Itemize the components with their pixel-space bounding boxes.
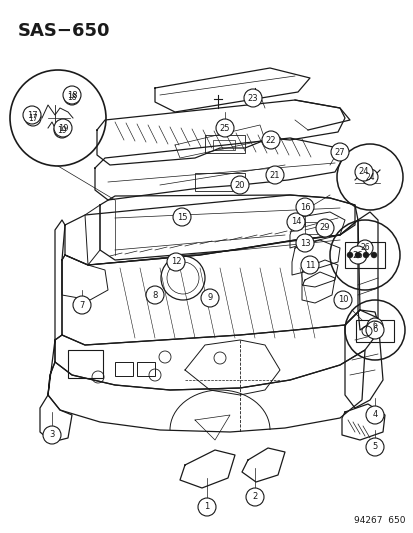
Circle shape xyxy=(333,291,351,309)
Bar xyxy=(355,320,393,342)
Circle shape xyxy=(54,119,72,137)
Circle shape xyxy=(43,426,61,444)
Text: 9: 9 xyxy=(207,294,212,303)
Bar xyxy=(68,350,103,378)
Circle shape xyxy=(245,488,263,506)
Circle shape xyxy=(54,122,70,138)
Text: 5: 5 xyxy=(371,442,377,451)
Circle shape xyxy=(166,253,185,271)
Circle shape xyxy=(146,286,164,304)
Polygon shape xyxy=(344,310,382,408)
Polygon shape xyxy=(100,195,354,260)
Circle shape xyxy=(216,119,233,137)
Text: 19: 19 xyxy=(57,124,68,133)
Text: 18: 18 xyxy=(66,91,77,100)
Circle shape xyxy=(295,234,313,252)
Text: 6: 6 xyxy=(371,326,377,335)
Text: 6: 6 xyxy=(372,321,377,330)
Bar xyxy=(115,362,133,376)
Text: 27: 27 xyxy=(334,148,344,157)
Text: SAS−650: SAS−650 xyxy=(18,22,110,40)
Text: 22: 22 xyxy=(265,135,275,144)
Bar xyxy=(344,242,384,268)
Polygon shape xyxy=(40,395,72,442)
Circle shape xyxy=(230,176,248,194)
Text: 15: 15 xyxy=(176,213,187,222)
Circle shape xyxy=(330,143,348,161)
Circle shape xyxy=(286,213,304,231)
Circle shape xyxy=(365,438,383,456)
Text: 29: 29 xyxy=(319,223,330,232)
Circle shape xyxy=(63,86,81,104)
Circle shape xyxy=(266,166,283,184)
Polygon shape xyxy=(55,310,379,390)
Text: 23: 23 xyxy=(247,93,258,102)
Text: 14: 14 xyxy=(290,217,301,227)
Text: 17: 17 xyxy=(28,114,38,123)
Bar xyxy=(195,173,244,191)
Text: 25: 25 xyxy=(219,124,230,133)
Circle shape xyxy=(365,406,383,424)
Circle shape xyxy=(354,252,360,258)
Circle shape xyxy=(25,110,41,126)
Text: 12: 12 xyxy=(170,257,181,266)
Circle shape xyxy=(361,169,377,185)
Circle shape xyxy=(64,89,80,105)
Circle shape xyxy=(261,131,279,149)
Circle shape xyxy=(365,321,383,339)
Circle shape xyxy=(370,252,376,258)
Circle shape xyxy=(300,256,318,274)
Circle shape xyxy=(201,289,218,307)
Bar xyxy=(137,362,154,376)
Circle shape xyxy=(197,498,216,516)
Text: 4: 4 xyxy=(371,410,377,419)
Circle shape xyxy=(73,296,91,314)
Polygon shape xyxy=(55,220,65,340)
Text: 1: 1 xyxy=(204,503,209,512)
Text: 10: 10 xyxy=(337,295,347,304)
Polygon shape xyxy=(85,205,100,265)
Circle shape xyxy=(354,163,372,181)
Circle shape xyxy=(315,219,333,237)
Bar xyxy=(204,135,244,153)
Circle shape xyxy=(243,89,261,107)
Text: 13: 13 xyxy=(299,238,310,247)
Circle shape xyxy=(366,318,382,334)
Circle shape xyxy=(346,252,352,258)
Text: 21: 21 xyxy=(269,171,280,180)
Circle shape xyxy=(362,252,368,258)
Text: 24: 24 xyxy=(358,167,368,176)
Circle shape xyxy=(348,246,366,264)
Text: 26: 26 xyxy=(359,244,369,253)
Text: 94267  650: 94267 650 xyxy=(354,516,405,525)
Circle shape xyxy=(356,240,372,256)
Circle shape xyxy=(173,208,190,226)
Polygon shape xyxy=(62,220,359,345)
Circle shape xyxy=(295,198,313,216)
Text: 20: 20 xyxy=(234,181,244,190)
Text: 17: 17 xyxy=(26,110,37,119)
Text: 2: 2 xyxy=(252,492,257,502)
Bar xyxy=(212,140,235,150)
Polygon shape xyxy=(48,350,364,432)
Text: 16: 16 xyxy=(299,203,310,212)
Circle shape xyxy=(23,106,41,124)
Text: 26: 26 xyxy=(352,251,363,260)
Polygon shape xyxy=(341,404,384,440)
Text: 19: 19 xyxy=(57,125,66,134)
Text: 24: 24 xyxy=(364,173,374,182)
Text: 11: 11 xyxy=(304,261,314,270)
Text: 7: 7 xyxy=(79,301,85,310)
Text: 3: 3 xyxy=(49,431,55,440)
Bar xyxy=(304,222,329,234)
Text: 8: 8 xyxy=(152,290,157,300)
Polygon shape xyxy=(357,212,377,330)
Text: 18: 18 xyxy=(67,93,76,101)
